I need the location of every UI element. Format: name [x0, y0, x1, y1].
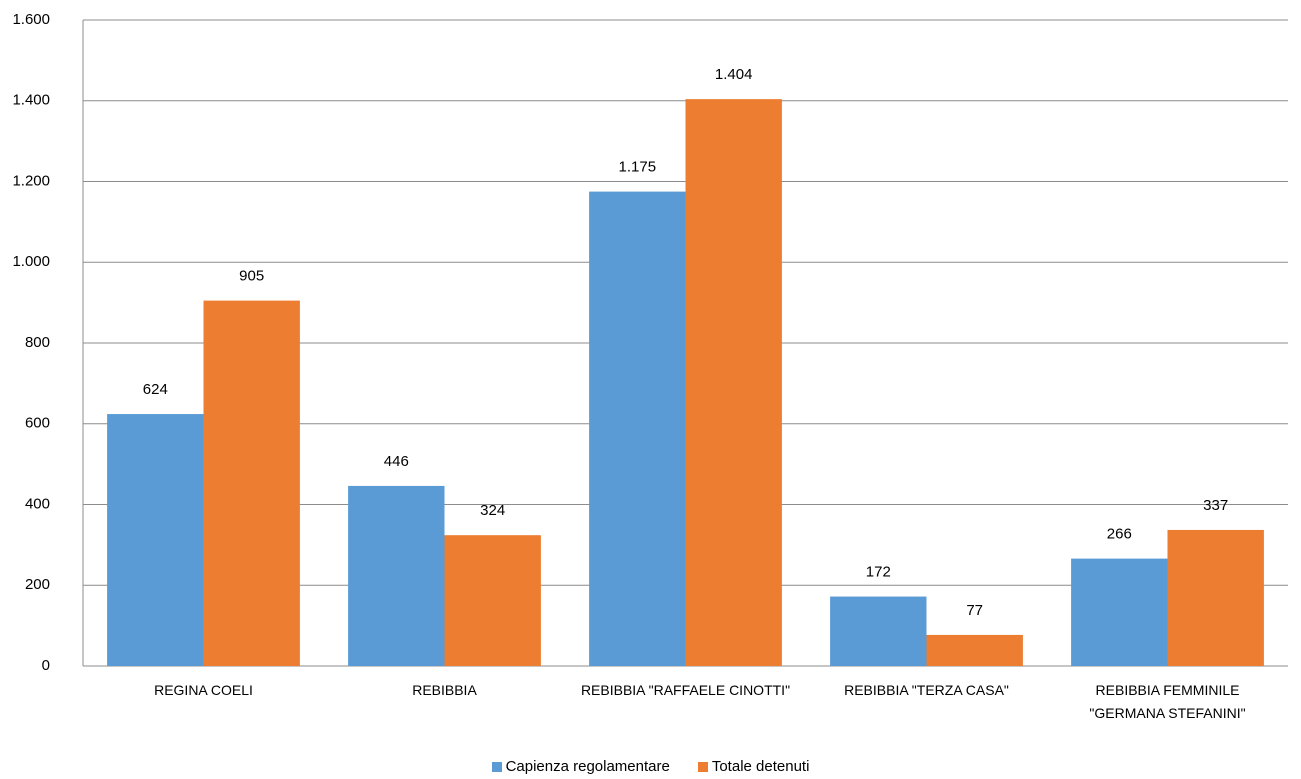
legend-swatch [697, 761, 708, 772]
y-tick-label: 1.400 [12, 92, 50, 109]
legend-swatch [491, 761, 502, 772]
y-tick-label: 800 [25, 334, 50, 351]
x-tick-label: REBIBBIA "RAFFAELE CINOTTI" [580, 682, 791, 698]
data-label: 905 [239, 268, 264, 285]
data-label: 172 [866, 564, 891, 581]
x-tick-label: REGINA COELI [154, 682, 253, 698]
bar [203, 300, 300, 666]
y-tick-label: 1.600 [12, 11, 50, 28]
data-label: 77 [966, 602, 983, 619]
data-label: 1.404 [715, 66, 753, 83]
y-tick-label: 1.200 [12, 172, 50, 189]
bar [107, 414, 204, 666]
data-label: 266 [1107, 526, 1132, 543]
data-label: 624 [143, 381, 168, 398]
data-label: 1.175 [619, 159, 657, 176]
legend: Capienza regolamentare Totale detenuti [0, 758, 1301, 775]
x-tick-label: REBIBBIA FEMMINILE "GERMANA STEFANINI" [1089, 682, 1246, 721]
y-tick-label: 200 [25, 576, 50, 593]
legend-item: Capienza regolamentare [491, 758, 670, 775]
bar [1071, 558, 1168, 666]
x-tick-label: REBIBBIA [412, 682, 477, 698]
legend-label: Totale detenuti [711, 758, 810, 775]
bar [444, 535, 541, 666]
data-label: 446 [384, 453, 409, 470]
y-tick-label: 600 [25, 415, 50, 432]
bar [1167, 529, 1264, 666]
bar [685, 99, 782, 666]
bar [589, 191, 686, 666]
y-tick-label: 400 [25, 495, 50, 512]
data-label: 324 [480, 502, 505, 519]
y-tick-label: 0 [42, 657, 50, 674]
data-label: 337 [1203, 497, 1228, 514]
legend-item: Totale detenuti [697, 758, 810, 775]
y-tick-label: 1.000 [12, 253, 50, 270]
legend-label: Capienza regolamentare [505, 758, 670, 775]
bar [926, 634, 1023, 666]
bar [830, 596, 927, 666]
bar [348, 485, 445, 666]
x-tick-label: REBIBBIA "TERZA CASA" [844, 682, 1009, 698]
